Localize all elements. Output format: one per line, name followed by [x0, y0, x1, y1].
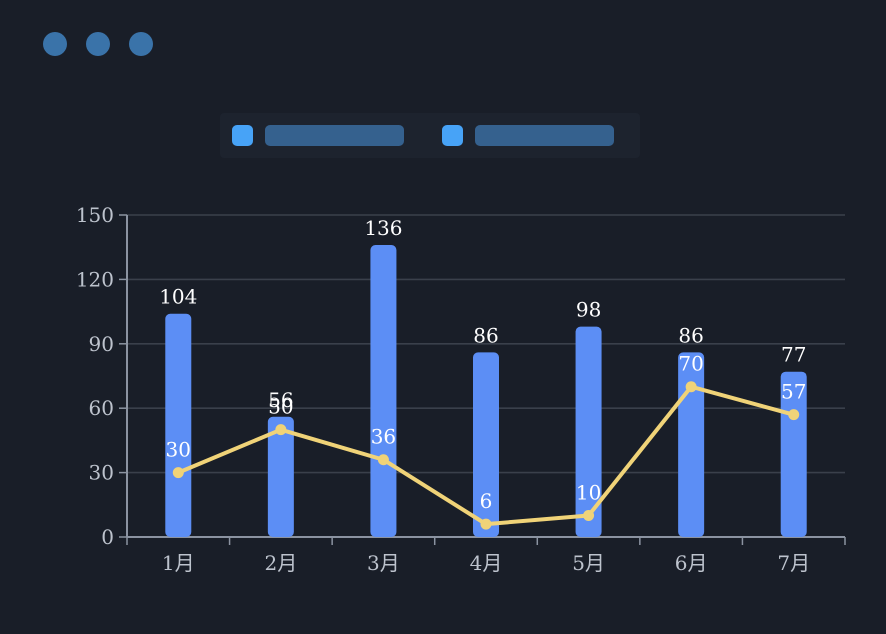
line-value-label: 6: [480, 489, 493, 513]
y-axis-label: 90: [89, 332, 114, 356]
bar-value-label: 56: [268, 388, 293, 412]
bar-value-label: 136: [364, 216, 402, 240]
bar[interactable]: [473, 352, 499, 537]
line-point[interactable]: [788, 409, 800, 421]
y-axis-label: 150: [76, 203, 114, 227]
legend-item-bar-series[interactable]: [232, 125, 404, 146]
legend-swatch-icon: [442, 125, 463, 146]
x-axis-label: 3月: [367, 551, 400, 575]
window-controls: [43, 32, 153, 56]
x-axis-label: 6月: [675, 551, 708, 575]
x-axis-label: 1月: [162, 551, 195, 575]
line-point[interactable]: [685, 381, 697, 393]
window-control-dot[interactable]: [43, 32, 67, 56]
line-point[interactable]: [275, 424, 287, 436]
bar[interactable]: [575, 326, 602, 537]
bar[interactable]: [678, 352, 705, 537]
bar-value-label: 104: [159, 285, 197, 309]
x-axis-label: 5月: [572, 551, 605, 575]
line-point[interactable]: [583, 510, 595, 522]
x-axis-label: 4月: [470, 551, 503, 575]
legend-swatch-icon: [232, 125, 253, 146]
line-value-label: 57: [781, 380, 806, 404]
bar[interactable]: [165, 313, 192, 537]
y-axis-label: 120: [76, 267, 114, 291]
bar-value-label: 98: [576, 298, 601, 322]
bar-value-label: 86: [678, 323, 703, 347]
bar[interactable]: [370, 245, 397, 537]
line-value-label: 50: [268, 395, 293, 419]
line-point[interactable]: [172, 467, 184, 479]
y-axis-label: 60: [89, 396, 114, 420]
line-value-label: 10: [576, 481, 601, 505]
line-point[interactable]: [377, 454, 389, 466]
bar-value-label: 86: [473, 323, 498, 347]
x-axis-label: 2月: [264, 551, 297, 575]
window-control-dot[interactable]: [86, 32, 110, 56]
y-axis-label: 0: [101, 525, 114, 549]
legend-item-line-series[interactable]: [442, 125, 614, 146]
line-point[interactable]: [480, 518, 492, 530]
line-value-label: 70: [678, 352, 703, 376]
y-axis-label: 30: [89, 461, 114, 485]
legend-label-placeholder: [475, 125, 614, 146]
legend-label-placeholder: [265, 125, 404, 146]
bar[interactable]: [267, 416, 294, 537]
line-value-label: 36: [371, 425, 396, 449]
chart-legend: [220, 113, 640, 158]
bar-value-label: 77: [781, 343, 806, 367]
window-control-dot[interactable]: [129, 32, 153, 56]
x-axis-label: 7月: [777, 551, 810, 575]
line-value-label: 30: [166, 438, 191, 462]
